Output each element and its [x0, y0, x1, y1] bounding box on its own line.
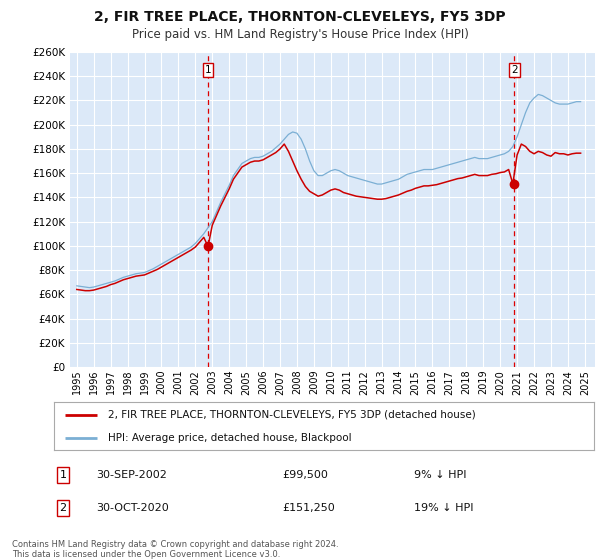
- Text: 2: 2: [59, 503, 67, 513]
- Text: 2: 2: [511, 64, 518, 74]
- Text: 30-OCT-2020: 30-OCT-2020: [96, 503, 169, 513]
- Text: HPI: Average price, detached house, Blackpool: HPI: Average price, detached house, Blac…: [108, 433, 352, 443]
- Text: 1: 1: [205, 64, 211, 74]
- Text: Contains HM Land Registry data © Crown copyright and database right 2024.
This d: Contains HM Land Registry data © Crown c…: [12, 540, 338, 559]
- Text: 2, FIR TREE PLACE, THORNTON-CLEVELEYS, FY5 3DP: 2, FIR TREE PLACE, THORNTON-CLEVELEYS, F…: [94, 10, 506, 24]
- Text: 2, FIR TREE PLACE, THORNTON-CLEVELEYS, FY5 3DP (detached house): 2, FIR TREE PLACE, THORNTON-CLEVELEYS, F…: [108, 410, 476, 420]
- Text: Price paid vs. HM Land Registry's House Price Index (HPI): Price paid vs. HM Land Registry's House …: [131, 28, 469, 41]
- Text: 30-SEP-2002: 30-SEP-2002: [96, 470, 167, 480]
- Text: 19% ↓ HPI: 19% ↓ HPI: [414, 503, 473, 513]
- Text: £151,250: £151,250: [282, 503, 335, 513]
- Text: £99,500: £99,500: [282, 470, 328, 480]
- Text: 1: 1: [59, 470, 67, 480]
- Text: 9% ↓ HPI: 9% ↓ HPI: [414, 470, 467, 480]
